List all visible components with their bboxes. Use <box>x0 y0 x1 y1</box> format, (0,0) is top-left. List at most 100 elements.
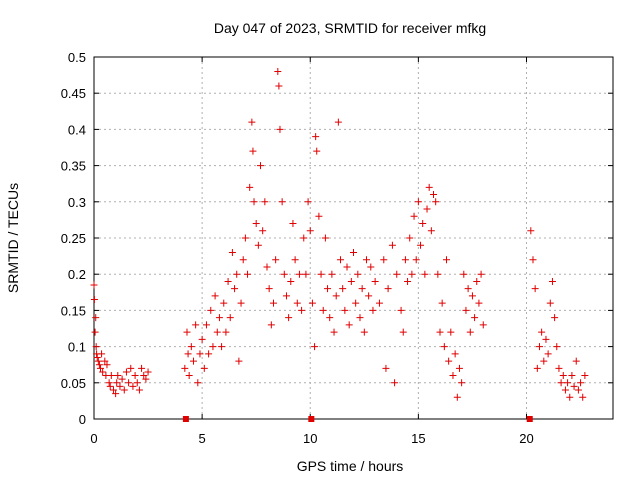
data-point <box>306 227 314 235</box>
zero-marker <box>526 416 533 422</box>
data-point <box>300 234 308 242</box>
data-point <box>365 292 373 300</box>
data-point <box>106 382 114 390</box>
data-point <box>308 299 316 307</box>
data-point <box>287 277 295 285</box>
data-point <box>421 270 429 278</box>
data-point <box>529 256 537 264</box>
data-point <box>334 118 342 126</box>
data-point <box>311 343 319 351</box>
data-point <box>285 314 293 322</box>
data-point <box>477 270 485 278</box>
data-point <box>564 379 572 387</box>
data-point <box>414 198 422 206</box>
y-tick-label: 0.45 <box>61 86 86 101</box>
data-point <box>464 285 472 293</box>
data-point <box>430 191 438 199</box>
data-point <box>105 379 113 387</box>
y-tick-label: 0.3 <box>68 195 86 210</box>
data-point <box>224 277 232 285</box>
data-point <box>412 256 420 264</box>
data-point <box>91 328 99 336</box>
data-point <box>533 364 541 372</box>
data-point <box>579 393 587 401</box>
data-point <box>540 357 548 365</box>
data-point <box>304 198 312 206</box>
data-point <box>94 357 102 365</box>
data-point <box>471 314 479 322</box>
data-point <box>572 357 580 365</box>
data-point <box>434 270 442 278</box>
chart-title: Day 047 of 2023, SRMTID for receiver mfk… <box>214 20 486 36</box>
data-point <box>352 299 360 307</box>
data-point <box>553 343 561 351</box>
data-point <box>393 270 401 278</box>
x-tick-label: 0 <box>90 431 97 446</box>
data-point <box>237 299 245 307</box>
data-point <box>410 212 418 220</box>
data-point <box>458 379 466 387</box>
data-point <box>95 361 103 369</box>
data-point <box>252 220 260 228</box>
data-point <box>479 321 487 329</box>
data-point <box>101 357 109 365</box>
data-point <box>272 256 280 264</box>
data-point <box>559 372 567 380</box>
data-point <box>218 343 226 351</box>
data-point <box>561 386 569 394</box>
y-tick-label: 0.1 <box>68 340 86 355</box>
data-point <box>248 118 256 126</box>
data-point <box>380 256 388 264</box>
data-point <box>298 306 306 314</box>
data-point <box>249 147 257 155</box>
data-point <box>460 270 468 278</box>
data-point <box>280 270 288 278</box>
data-point <box>261 198 269 206</box>
data-point <box>574 386 582 394</box>
data-point <box>92 343 100 351</box>
data-point <box>213 328 221 336</box>
data-point <box>475 299 483 307</box>
data-point <box>181 364 189 372</box>
data-point <box>192 321 200 329</box>
data-point <box>408 270 416 278</box>
x-tick-label: 20 <box>519 431 533 446</box>
y-tick-label: 0.2 <box>68 267 86 282</box>
x-axis-label: GPS time / hours <box>297 458 404 474</box>
data-point <box>220 299 228 307</box>
data-point <box>90 281 98 289</box>
data-point <box>222 328 230 336</box>
data-point <box>442 256 450 264</box>
data-point <box>96 364 104 372</box>
data-point <box>570 382 578 390</box>
data-point <box>557 379 565 387</box>
y-tick-label: 0.15 <box>61 303 86 318</box>
data-point <box>267 321 275 329</box>
zero-marker <box>308 416 315 422</box>
data-point <box>341 306 349 314</box>
data-point <box>196 350 204 358</box>
data-point <box>568 372 576 380</box>
data-point <box>133 379 141 387</box>
data-point <box>120 386 128 394</box>
data-point <box>293 299 301 307</box>
data-point <box>531 285 539 293</box>
data-point <box>546 299 554 307</box>
data-point <box>138 364 146 372</box>
data-point <box>194 379 202 387</box>
data-point <box>187 343 195 351</box>
data-point <box>425 183 433 191</box>
data-point <box>581 372 589 380</box>
data-point <box>535 343 543 351</box>
data-point <box>278 198 286 206</box>
data-point <box>198 335 206 343</box>
data-point <box>466 328 474 336</box>
data-point <box>369 306 377 314</box>
data-point <box>423 205 431 213</box>
y-tick-label: 0 <box>79 412 86 427</box>
grid <box>94 57 613 419</box>
data-point <box>185 372 193 380</box>
data-point <box>183 328 191 336</box>
data-point <box>122 368 130 376</box>
